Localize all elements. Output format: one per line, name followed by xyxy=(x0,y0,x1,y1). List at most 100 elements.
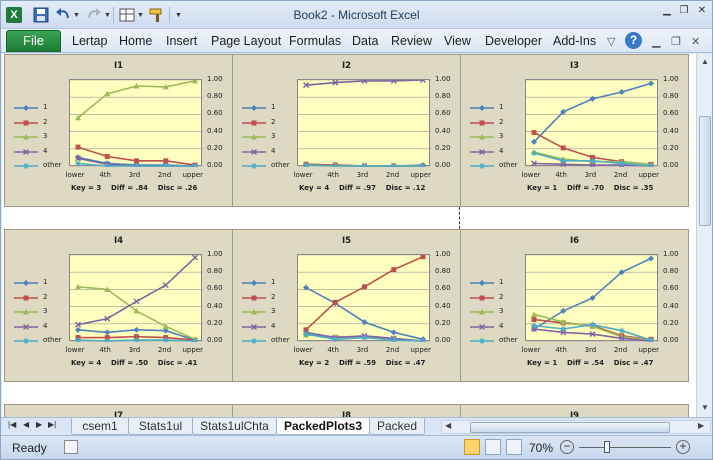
y-tick-label: 0.20 xyxy=(207,143,223,152)
sheet-tab-csem1[interactable]: csem1 xyxy=(71,418,129,435)
layout-dropdown-icon[interactable]: ▼ xyxy=(137,12,144,19)
tab-developer[interactable]: Developer xyxy=(485,34,542,48)
x-tick-label: 2nd xyxy=(613,171,628,179)
data-point xyxy=(104,154,110,160)
data-point xyxy=(390,80,397,84)
workbook-restore-icon[interactable]: ❐ xyxy=(671,36,681,48)
item-chart-panel[interactable]: I7 xyxy=(4,404,233,417)
item-chart-panel[interactable]: I5 1.00 0.80 0.60 0.40 0.20 0.00 lower 4th 3rd 2nd… xyxy=(232,229,461,382)
legend-item: 2 xyxy=(241,293,297,303)
workbook-minimize-icon[interactable]: ▁ xyxy=(652,36,661,48)
zoom-in-button[interactable]: + xyxy=(676,440,690,454)
data-point xyxy=(589,321,596,328)
zoom-out-button[interactable]: − xyxy=(560,440,574,454)
save-icon[interactable] xyxy=(32,6,50,24)
legend-label: 3 xyxy=(271,307,276,315)
legend-label: 4 xyxy=(271,321,276,330)
minimize-ribbon-icon[interactable]: ▽ xyxy=(607,36,616,48)
horizontal-scroll-thumb[interactable] xyxy=(470,422,670,433)
tab-data[interactable]: Data xyxy=(352,34,379,48)
legend-marker xyxy=(23,163,29,169)
next-sheet-icon[interactable]: ▶ xyxy=(36,420,43,429)
chart-title: I6 xyxy=(569,236,580,246)
legend-label: 3 xyxy=(499,307,504,315)
chart-svg xyxy=(526,80,659,167)
legend-label: other xyxy=(43,336,62,344)
legend-swatch xyxy=(242,338,266,344)
vertical-scrollbar[interactable]: ▲ ▼ xyxy=(696,54,712,417)
item-chart-panel[interactable]: I2 1.00 0.80 0.60 0.40 0.20 0.00 lower 4th 3rd 2nd… xyxy=(232,54,461,207)
item-chart-panel[interactable]: I6 1.00 0.80 0.60 0.40 0.20 0.00 lower 4th 3rd 2nd… xyxy=(460,229,689,382)
y-tick-label: 0.40 xyxy=(435,126,451,135)
y-tick-label: 0.40 xyxy=(663,301,679,310)
x-tick-label: upper xyxy=(182,171,204,179)
customize-toolbar-icon[interactable]: ▼ xyxy=(175,12,182,19)
tab-formulas[interactable]: Formulas xyxy=(289,34,342,48)
workbook-close-icon[interactable]: ✕ xyxy=(691,36,701,48)
restore-icon[interactable]: ❐ xyxy=(679,5,689,16)
legend-item: 3 xyxy=(469,132,525,142)
tab-view[interactable]: View xyxy=(444,34,471,48)
y-tick-label: 0.40 xyxy=(207,301,223,310)
chart-title: I5 xyxy=(341,236,352,246)
vertical-scroll-thumb[interactable] xyxy=(699,116,711,226)
plot-area xyxy=(69,79,203,167)
legend-item: 1 xyxy=(469,278,525,288)
legend-swatch xyxy=(242,280,266,286)
undo-dropdown-icon[interactable]: ▼ xyxy=(73,12,80,19)
scroll-down-icon[interactable]: ▼ xyxy=(701,403,709,412)
y-tick-label: 0.00 xyxy=(207,336,223,344)
item-chart-panel[interactable]: I8 xyxy=(232,404,461,417)
sheet-tab-packedplots3[interactable]: PackedPlots3 xyxy=(276,418,370,435)
scroll-up-icon[interactable]: ▲ xyxy=(701,57,709,66)
minimize-icon[interactable]: ▁ xyxy=(663,5,671,16)
sheet-tab-packed[interactable]: Packed xyxy=(369,418,425,435)
scroll-left-icon[interactable]: ◀ xyxy=(445,421,452,430)
legend-label: 4 xyxy=(499,321,504,330)
first-sheet-icon[interactable]: |◀ xyxy=(8,420,17,429)
item-chart-panel[interactable]: I9 xyxy=(460,404,689,417)
item-chart-panel[interactable]: I1 1.00 0.80 0.60 0.40 0.20 0.00 lower 4th 3rd 2nd… xyxy=(4,54,233,207)
tab-lertap[interactable]: Lertap xyxy=(72,34,108,48)
scroll-right-icon[interactable]: ▶ xyxy=(698,421,705,430)
y-tick-label: 0.20 xyxy=(435,318,451,327)
x-tick-label: 3rd xyxy=(128,346,141,354)
help-icon[interactable]: ? xyxy=(625,32,642,49)
horizontal-scrollbar[interactable]: ◀ ▶ xyxy=(441,420,711,434)
page-layout-view-button[interactable] xyxy=(485,439,501,455)
zoom-slider[interactable] xyxy=(579,447,671,448)
legend-marker xyxy=(23,323,29,330)
legend-marker xyxy=(251,148,257,155)
close-icon[interactable]: ✕ xyxy=(697,5,707,16)
prev-sheet-icon[interactable]: ◀ xyxy=(23,420,30,429)
sheet-tab-stats1ul[interactable]: Stats1ul xyxy=(128,418,193,435)
worksheet-grid[interactable]: I1 1.00 0.80 0.60 0.40 0.20 0.00 lower 4th 3rd 2nd… xyxy=(2,54,696,417)
layout-icon[interactable] xyxy=(118,6,136,24)
zoom-level[interactable]: 70% xyxy=(529,441,554,455)
file-tab[interactable]: File xyxy=(6,30,61,52)
y-tick-label: 0.40 xyxy=(207,126,223,135)
y-tick-label: 0.00 xyxy=(207,161,223,169)
excel-logo-icon[interactable]: X xyxy=(6,7,22,23)
normal-view-button[interactable] xyxy=(464,439,480,455)
macro-record-icon[interactable] xyxy=(64,440,78,454)
undo-icon[interactable] xyxy=(54,6,72,24)
zoom-slider-thumb[interactable] xyxy=(603,441,610,453)
tab-home[interactable]: Home xyxy=(119,34,153,48)
tab-review[interactable]: Review xyxy=(391,34,432,48)
tab-page-layout[interactable]: Page Layout xyxy=(211,34,282,48)
item-chart-panel[interactable]: I4 1.00 0.80 0.60 0.40 0.20 0.00 lower 4th 3rd 2nd… xyxy=(4,229,233,382)
y-tick-label: 0.60 xyxy=(663,109,679,118)
last-sheet-icon[interactable]: ▶| xyxy=(48,420,57,429)
data-point xyxy=(303,331,309,338)
sheet-tab-stats1ulchta[interactable]: Stats1ulChta xyxy=(192,418,277,435)
legend-marker xyxy=(479,105,485,111)
tab-add-ins[interactable]: Add-Ins xyxy=(553,34,597,48)
tab-insert[interactable]: Insert xyxy=(166,34,198,48)
page-break-view-button[interactable] xyxy=(506,439,522,455)
data-point xyxy=(104,329,111,336)
format-painter-icon[interactable] xyxy=(148,6,166,24)
item-chart-panel[interactable]: I3 1.00 0.80 0.60 0.40 0.20 0.00 lower 4th 3rd 2nd… xyxy=(460,54,689,207)
page-break-line xyxy=(459,207,460,229)
legend-label: 4 xyxy=(43,321,48,330)
